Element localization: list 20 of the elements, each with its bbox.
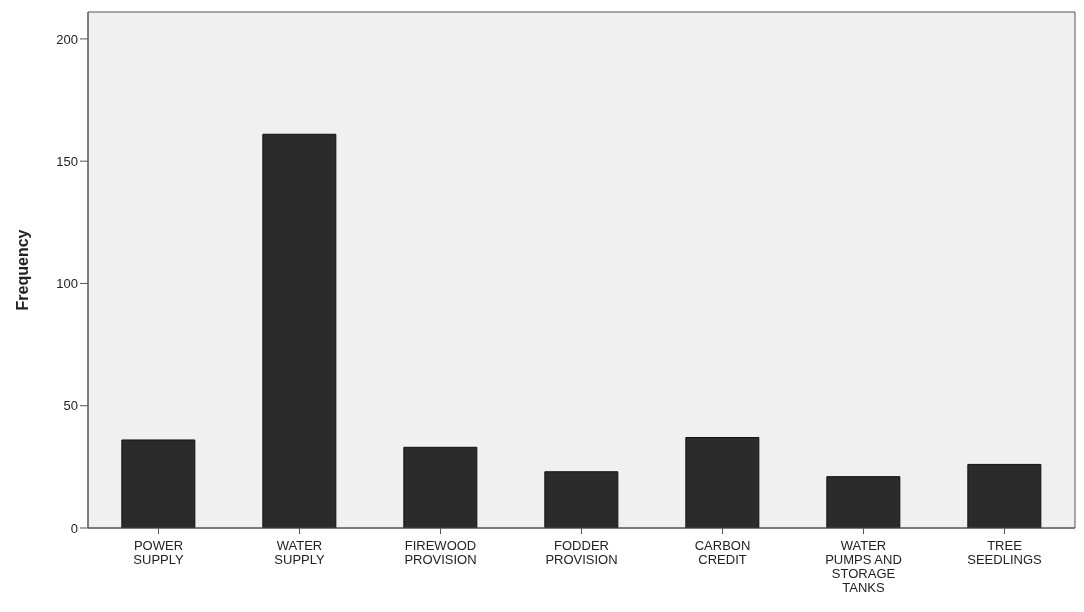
- y-tick-label: 100: [56, 276, 78, 292]
- bar: [403, 446, 478, 528]
- y-tick-label: 150: [56, 153, 78, 169]
- x-tick-label: TREE SEEDLINGS: [967, 538, 1043, 567]
- bar: [685, 437, 760, 528]
- x-tick-label: FIREWOOD PROVISION: [404, 538, 477, 567]
- y-axis-title: Frequency: [13, 229, 31, 311]
- bar: [826, 476, 901, 528]
- x-tick-label: CARBON CREDIT: [694, 538, 751, 567]
- bar: [121, 439, 196, 528]
- y-tick-label: 50: [63, 398, 78, 414]
- x-tick-label: POWER SUPPLY: [133, 538, 184, 567]
- x-tick-label: WATER SUPPLY: [274, 538, 325, 567]
- bar: [262, 133, 337, 528]
- bar: [967, 463, 1042, 528]
- bar: [544, 471, 619, 528]
- y-tick-label: 0: [70, 520, 78, 536]
- x-tick-label: FODDER PROVISION: [545, 538, 618, 567]
- y-tick-label: 200: [56, 31, 78, 47]
- x-tick-label: WATER PUMPS AND STORAGE TANKS: [825, 538, 902, 595]
